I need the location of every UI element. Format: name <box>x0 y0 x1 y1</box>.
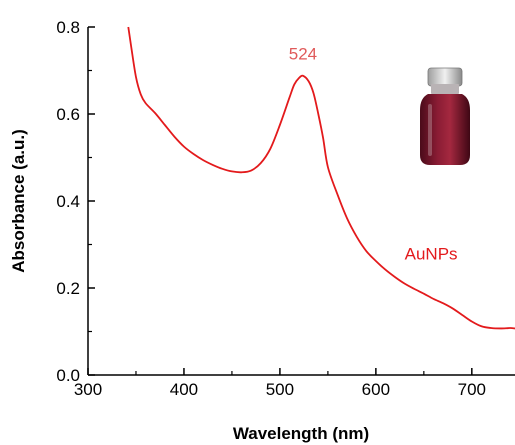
vial-body <box>420 94 470 165</box>
x-tick-label: 500 <box>266 380 294 399</box>
annotation-label: 524 <box>289 45 317 64</box>
y-tick-label: 0.2 <box>56 279 80 298</box>
series-layer <box>127 26 515 330</box>
y-axis-title: Absorbance (a.u.) <box>9 129 28 273</box>
vial-highlight <box>428 104 432 156</box>
x-axis-title: Wavelength (nm) <box>233 424 369 443</box>
y-axis-ticks: 0.0 0.2 0.4 0.6 0.8 <box>56 18 95 385</box>
y-tick-label: 0.6 <box>56 105 80 124</box>
x-tick-label: 600 <box>362 380 390 399</box>
x-tick-label: 700 <box>458 380 486 399</box>
x-tick-label: 400 <box>170 380 198 399</box>
vial-photo-inset <box>420 67 470 165</box>
series-line-aunps <box>127 26 515 330</box>
vial-neck <box>431 84 459 94</box>
y-tick-label: 0.4 <box>56 192 80 211</box>
x-axis-ticks: 300 400 500 600 700 <box>74 368 486 399</box>
vial-cap <box>427 67 463 87</box>
x-tick-label: 300 <box>74 380 102 399</box>
y-tick-label: 0.8 <box>56 18 80 37</box>
annotation-label: AuNPs <box>405 245 458 264</box>
y-tick-label: 0.0 <box>56 366 80 385</box>
annotations: 524 AuNPs <box>289 45 458 264</box>
